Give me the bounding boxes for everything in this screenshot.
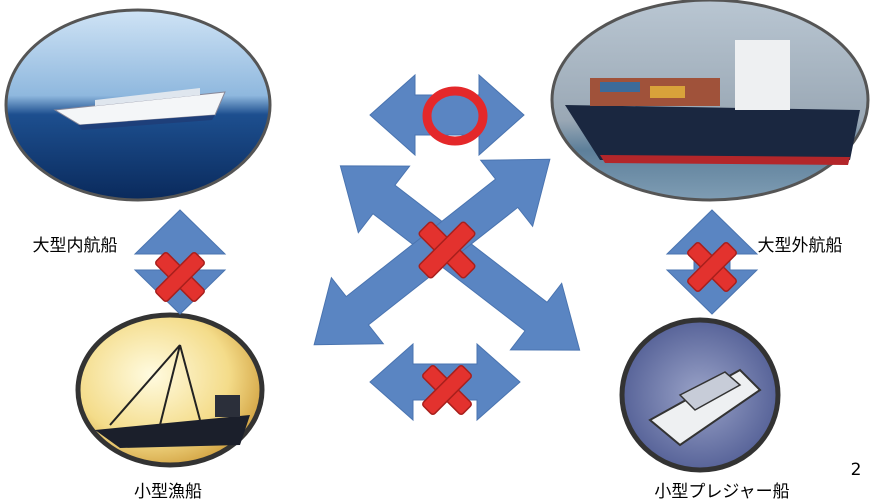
- node-label: 小型プレジャー船: [654, 482, 789, 502]
- node-label: 小型漁船: [134, 482, 202, 502]
- ship-image: [75, 312, 265, 468]
- ship-image: [4, 8, 272, 202]
- ship-image: [550, 0, 870, 202]
- cross-mark: [422, 365, 472, 415]
- arrow: [369, 73, 525, 157]
- cross-mark: [687, 242, 737, 292]
- arrow: [133, 209, 227, 315]
- page-number: 2: [851, 460, 862, 480]
- cross-mark: [418, 221, 476, 279]
- ship-image: [619, 317, 781, 473]
- node-label: 大型外航船: [758, 236, 843, 256]
- circle-mark: [422, 86, 488, 146]
- cross-mark: [155, 252, 205, 302]
- node-label: 大型内航船: [33, 236, 118, 256]
